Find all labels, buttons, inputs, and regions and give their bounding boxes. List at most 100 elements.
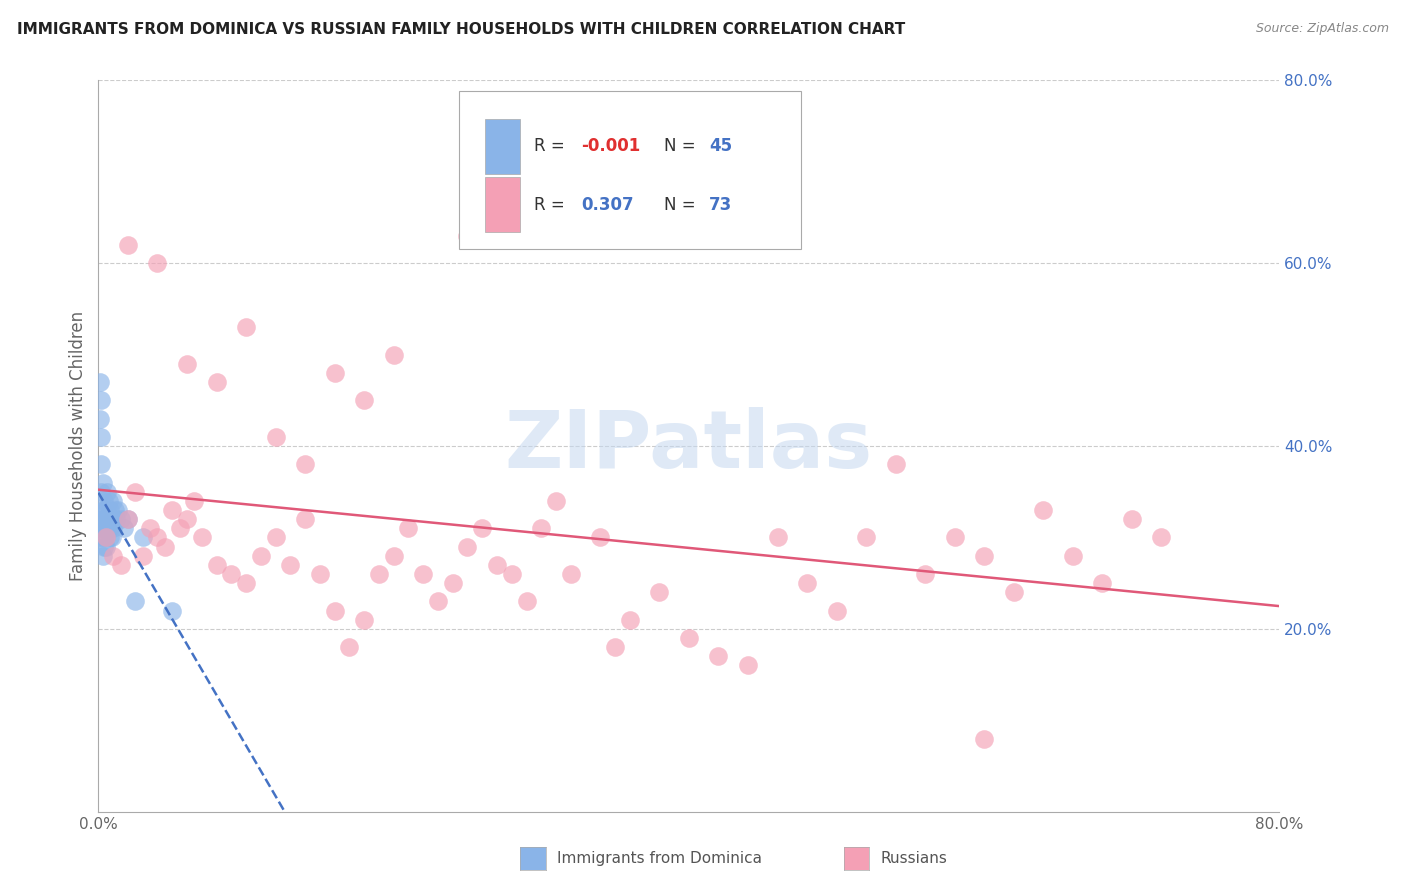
Point — [93, 530, 115, 544]
Point — [678, 631, 700, 645]
Point — [98, 521, 121, 535]
Point — [91, 512, 114, 526]
Point — [93, 540, 115, 554]
Point — [353, 613, 375, 627]
FancyBboxPatch shape — [485, 178, 520, 232]
Point — [105, 512, 128, 526]
Point — [90, 430, 112, 444]
Text: ZIPatlas: ZIPatlas — [505, 407, 873, 485]
Point — [825, 603, 848, 617]
Point — [97, 521, 120, 535]
Point — [97, 512, 120, 526]
Point — [98, 503, 121, 517]
Text: 0.307: 0.307 — [582, 195, 634, 213]
Point — [943, 530, 966, 544]
Point — [427, 594, 450, 608]
Point — [90, 393, 112, 408]
Point — [94, 540, 117, 554]
Point — [1002, 585, 1025, 599]
Point — [560, 567, 582, 582]
Point — [93, 503, 115, 517]
Point — [221, 567, 243, 582]
Point — [339, 640, 361, 655]
Point — [103, 549, 125, 563]
Point — [104, 503, 127, 517]
Point — [132, 530, 155, 544]
Point — [205, 375, 228, 389]
Point — [91, 549, 114, 563]
Text: 45: 45 — [709, 137, 733, 155]
Point — [89, 530, 111, 544]
Point — [117, 238, 139, 252]
Point — [89, 411, 111, 425]
Point — [589, 530, 612, 544]
Point — [530, 521, 553, 535]
Point — [1062, 549, 1084, 563]
Point — [973, 549, 995, 563]
Point — [132, 549, 155, 563]
Point — [398, 521, 420, 535]
Text: R =: R = — [534, 195, 575, 213]
Point — [96, 512, 118, 526]
Point — [530, 211, 553, 225]
Point — [766, 530, 789, 544]
Point — [117, 512, 139, 526]
Point — [382, 347, 405, 362]
Point — [441, 576, 464, 591]
Text: Source: ZipAtlas.com: Source: ZipAtlas.com — [1256, 22, 1389, 36]
Point — [153, 540, 176, 554]
Point — [707, 649, 730, 664]
Point — [471, 521, 494, 535]
Y-axis label: Family Households with Children: Family Households with Children — [69, 311, 87, 581]
Point — [619, 613, 641, 627]
Point — [546, 494, 568, 508]
Point — [97, 494, 120, 508]
Point — [124, 594, 146, 608]
Point — [183, 494, 205, 508]
Point — [457, 228, 479, 243]
Point — [796, 576, 818, 591]
Point — [605, 640, 627, 655]
Point — [94, 530, 117, 544]
Point — [90, 457, 112, 471]
Point — [91, 475, 114, 490]
Point — [368, 567, 391, 582]
Point — [235, 576, 257, 591]
Point — [191, 530, 214, 544]
Point — [94, 521, 117, 535]
Text: IMMIGRANTS FROM DOMINICA VS RUSSIAN FAMILY HOUSEHOLDS WITH CHILDREN CORRELATION : IMMIGRANTS FROM DOMINICA VS RUSSIAN FAMI… — [17, 22, 905, 37]
Point — [323, 366, 346, 380]
Point — [110, 512, 132, 526]
Point — [94, 530, 117, 544]
Point — [264, 530, 287, 544]
Text: R =: R = — [534, 137, 571, 155]
Point — [176, 357, 198, 371]
Point — [1121, 512, 1143, 526]
FancyBboxPatch shape — [485, 119, 520, 174]
Point — [280, 558, 302, 572]
Point — [855, 530, 877, 544]
Point — [648, 585, 671, 599]
Text: -0.001: -0.001 — [582, 137, 641, 155]
Point — [737, 658, 759, 673]
Point — [162, 503, 183, 517]
Point — [94, 503, 117, 517]
Text: N =: N = — [664, 195, 702, 213]
Point — [89, 375, 111, 389]
Point — [412, 567, 434, 582]
Point — [1091, 576, 1114, 591]
Point — [96, 521, 118, 535]
Text: Russians: Russians — [880, 851, 948, 866]
Point — [176, 512, 198, 526]
Point — [110, 558, 132, 572]
Point — [1032, 503, 1054, 517]
Point — [353, 393, 375, 408]
Point — [139, 521, 162, 535]
Point — [884, 457, 907, 471]
Point — [1150, 530, 1173, 544]
Point — [98, 530, 121, 544]
Point — [382, 549, 405, 563]
Point — [501, 567, 523, 582]
Point — [169, 521, 191, 535]
Point — [93, 494, 115, 508]
